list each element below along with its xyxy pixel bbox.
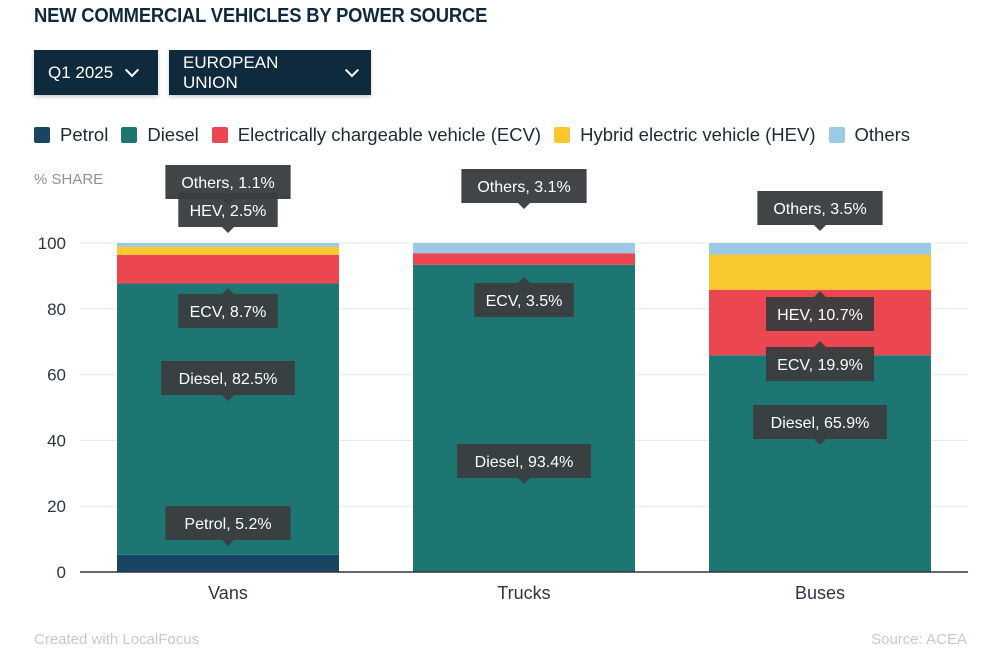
tooltip-trucks-others: Others, 3.1% [461, 169, 587, 209]
tooltip-vans-petrol: Petrol, 5.2% [165, 506, 291, 546]
tooltip-label-buses-others: Others, 3.5% [773, 201, 866, 218]
footer-source: Source: ACEA [871, 631, 967, 648]
legend-label-hev: Hybrid electric vehicle (HEV) [580, 124, 816, 145]
legend-item-ecv[interactable]: Electrically chargeable vehicle (ECV) [211, 124, 542, 146]
y-tick-label-100: 100 [38, 234, 66, 253]
bar-trucks-ecv[interactable] [413, 253, 635, 265]
tooltip-label-vans-hev: HEV, 2.5% [190, 203, 267, 220]
x-tick-label-trucks: Trucks [497, 583, 550, 603]
tooltip-label-buses-hev: HEV, 10.7% [777, 307, 863, 324]
legend-swatch-others [828, 127, 845, 143]
tooltip-trucks-ecv: ECV, 3.5% [474, 277, 574, 317]
x-tick-label-buses: Buses [795, 583, 845, 603]
legend-item-petrol[interactable]: Petrol [34, 124, 108, 146]
bar-vans-petrol[interactable] [117, 554, 339, 572]
legend-item-others[interactable]: Others [828, 124, 911, 146]
legend-label-petrol: Petrol [60, 124, 109, 145]
legend-item-hev[interactable]: Hybrid electric vehicle (HEV) [554, 124, 816, 146]
tooltip-buses-ecv: ECV, 19.9% [766, 341, 874, 381]
legend-swatch-diesel [121, 127, 138, 143]
period-dropdown-label: Q1 2025 [48, 62, 114, 82]
region-dropdown-label: EUROPEAN UNION [183, 52, 279, 92]
tooltip-label-buses-ecv: ECV, 19.9% [777, 357, 863, 374]
tooltip-label-trucks-diesel: Diesel, 93.4% [475, 454, 574, 471]
legend: Petrol Diesel Electrically chargeable ve… [34, 124, 923, 146]
chart-title: NEW COMMERCIAL VEHICLES BY POWER SOURCE [34, 5, 488, 27]
x-tick-label-vans: Vans [208, 583, 248, 603]
tooltip-vans-hev: HEV, 2.5% [178, 193, 278, 233]
bar-buses-hev[interactable] [709, 254, 931, 290]
legend-label-ecv: Electrically chargeable vehicle (ECV) [237, 124, 542, 145]
tooltip-label-vans-others: Others, 1.1% [181, 175, 274, 192]
y-tick-label-80: 80 [47, 300, 66, 319]
footer-credit: Created with LocalFocus [34, 631, 200, 648]
tooltip-vans-others: Others, 1.1% [165, 165, 291, 205]
y-tick-label-60: 60 [47, 366, 66, 385]
legend-swatch-petrol [34, 127, 50, 143]
legend-swatch-ecv [211, 127, 228, 143]
bar-buses-diesel[interactable] [709, 355, 931, 572]
legend-label-diesel: Diesel [147, 124, 199, 145]
bar-vans-others[interactable] [117, 243, 339, 247]
region-dropdown[interactable]: EUROPEAN UNION [169, 50, 371, 95]
bar-vans-ecv[interactable] [117, 254, 339, 284]
y-tick-label-0: 0 [57, 563, 66, 582]
tooltip-trucks-diesel: Diesel, 93.4% [457, 444, 591, 484]
tooltip-buses-others: Others, 3.5% [757, 191, 883, 231]
stacked-bar-chart: % SHARE 0 20 40 60 80 100 Vans Trucks Buses Petro… [34, 165, 968, 603]
tooltip-vans-diesel: Diesel, 82.5% [161, 361, 295, 401]
tooltip-label-vans-petrol: Petrol, 5.2% [184, 516, 271, 533]
legend-swatch-hev [554, 127, 571, 143]
tooltip-buses-diesel: Diesel, 65.9% [753, 405, 887, 445]
tooltip-buses-hev: HEV, 10.7% [766, 291, 874, 331]
period-dropdown[interactable]: Q1 2025 [34, 50, 158, 95]
y-axis-title: % SHARE [34, 171, 103, 188]
tooltip-label-vans-diesel: Diesel, 82.5% [179, 371, 278, 388]
bar-vans-hev[interactable] [117, 246, 339, 255]
y-tick-label-40: 40 [47, 431, 66, 450]
tooltip-label-vans-ecv: ECV, 8.7% [190, 304, 267, 321]
y-tick-label-20: 20 [47, 497, 66, 516]
legend-item-diesel[interactable]: Diesel [121, 124, 199, 146]
tooltip-label-trucks-ecv: ECV, 3.5% [486, 293, 563, 310]
tooltip-label-trucks-others: Others, 3.1% [477, 179, 570, 196]
bar-buses-others[interactable] [709, 243, 931, 255]
tooltip-vans-ecv: ECV, 8.7% [178, 288, 278, 328]
tooltip-label-buses-diesel: Diesel, 65.9% [771, 415, 870, 432]
legend-label-others: Others [854, 124, 911, 145]
bar-trucks-others[interactable] [413, 243, 635, 254]
